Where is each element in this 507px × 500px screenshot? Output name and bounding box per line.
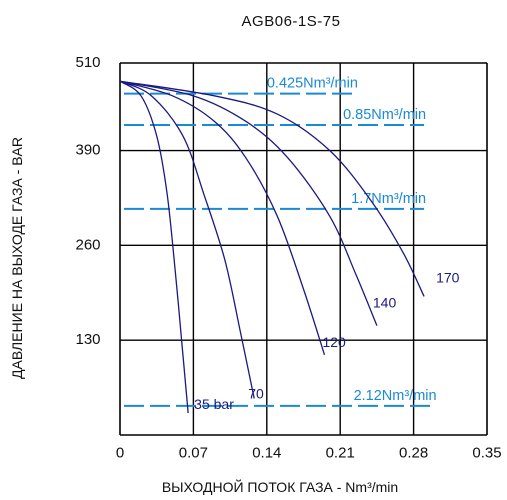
axis-ticks: 0 0.07 0.14 0.21 0.28 0.35 130 260 390 510 bbox=[75, 54, 501, 461]
curve-label: 70 bbox=[248, 386, 264, 402]
y-tick-label: 510 bbox=[75, 54, 100, 71]
x-tick-label: 0.07 bbox=[179, 444, 208, 461]
flow-label: 1.7Nm³/min bbox=[351, 191, 426, 207]
x-tick-label: 0.14 bbox=[252, 444, 281, 461]
pressure-curves: 35 bar 70 120 140 170 bbox=[119, 80, 460, 414]
y-tick-label: 390 bbox=[75, 141, 100, 158]
flow-label: 0.425Nm³/min bbox=[267, 76, 358, 92]
grid bbox=[119, 62, 488, 436]
pressure-curve bbox=[119, 80, 378, 326]
curve-label: 35 bar bbox=[194, 396, 234, 412]
x-tick-label: 0.28 bbox=[399, 444, 428, 461]
curve-label: 120 bbox=[322, 334, 346, 350]
x-tick-label: 0 bbox=[116, 444, 124, 461]
x-tick-label: 0.35 bbox=[472, 444, 501, 461]
pressure-curve bbox=[119, 80, 255, 399]
flow-lines: 0.425Nm³/min 0.85Nm³/min 1.7Nm³/min 2.12Nm³… bbox=[124, 76, 437, 407]
y-tick-label: 130 bbox=[75, 331, 100, 348]
flow-label: 2.12Nm³/min bbox=[354, 388, 437, 404]
pressure-curve bbox=[119, 80, 189, 414]
pressure-curve bbox=[119, 80, 425, 297]
flow-label: 0.85Nm³/min bbox=[343, 107, 426, 123]
x-tick-label: 0.21 bbox=[326, 444, 355, 461]
curve-label: 140 bbox=[373, 295, 397, 311]
pressure-curve bbox=[119, 80, 326, 355]
x-axis-label: ВЫХОДНОЙ ПОТОК ГАЗА - Nm³/min bbox=[162, 478, 398, 495]
y-tick-label: 260 bbox=[75, 236, 100, 253]
curve-label: 170 bbox=[436, 269, 460, 285]
y-axis-label: ДАВЛЕНИЕ НА ВЫХОДЕ ГАЗА - BAR bbox=[9, 137, 25, 379]
chart-title: AGB06-1S-75 bbox=[242, 13, 341, 30]
